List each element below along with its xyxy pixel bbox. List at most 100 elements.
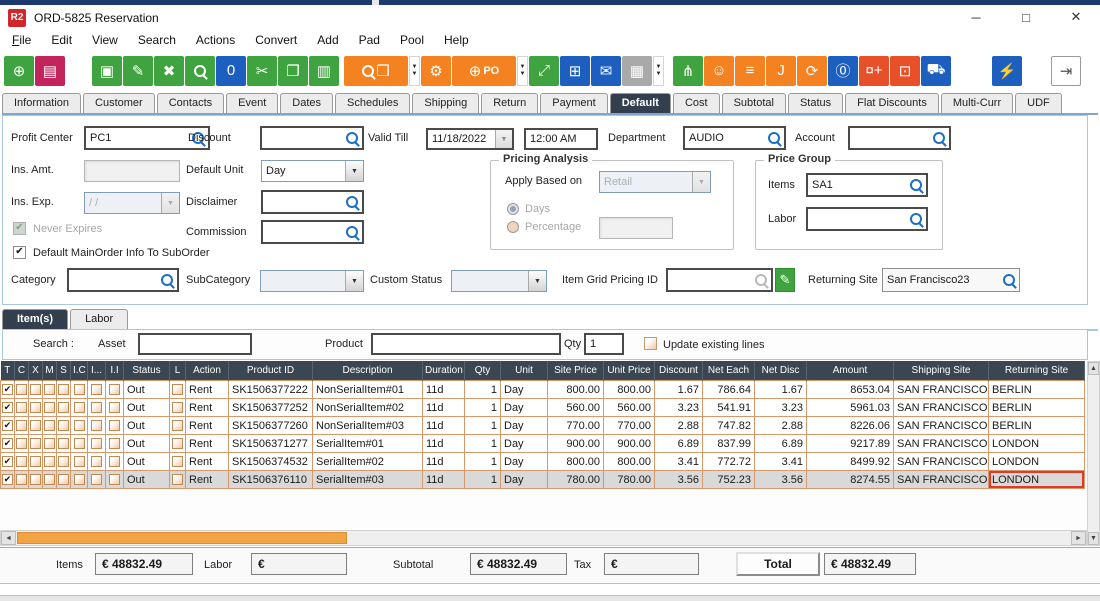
modules-icon[interactable]: ⊞ <box>560 55 590 86</box>
grid-header-product_id[interactable]: Product ID <box>228 361 313 381</box>
grid-cell-status[interactable]: Out <box>123 416 170 435</box>
grid-cell-status[interactable]: Out <box>123 398 170 417</box>
grid-cell-unit[interactable]: Day <box>500 470 548 489</box>
checked-checkbox-icon[interactable] <box>2 420 13 432</box>
grid-header-row[interactable]: T C X M S I.C I... I.I Status L Action Product ID De… <box>0 361 1085 381</box>
grid-header-site_price[interactable]: Site Price <box>547 361 604 381</box>
table-row[interactable]: OutRentSK1506376110SerialItem#0311d1Day7… <box>0 470 1085 489</box>
tab-payment[interactable]: Payment <box>540 93 608 113</box>
table-row[interactable]: Out RentSK1506377222NonSerialItem#0111d1D… <box>0 380 1085 399</box>
grid-cell-ii[interactable] <box>105 434 124 453</box>
table-row[interactable]: Out RentSK1506377260NonSerialItem#0311d1D… <box>0 416 1085 435</box>
unchecked-checkbox-icon[interactable] <box>30 402 41 414</box>
checked-checkbox-icon[interactable] <box>2 402 13 414</box>
search-lookup-icon[interactable] <box>768 132 780 144</box>
grid-cell-discount[interactable]: 2.88 <box>654 416 703 435</box>
tab-cost[interactable]: Cost <box>672 93 720 113</box>
grid-cell-ic[interactable] <box>70 398 88 417</box>
unchecked-checkbox-icon[interactable] <box>109 402 120 414</box>
menu-item-help[interactable]: Help <box>444 33 469 47</box>
truck-icon[interactable]: ⛟ <box>921 55 951 86</box>
grid-cell-qty[interactable]: 1 <box>464 470 501 489</box>
grid-cell-net_disc[interactable]: 3.23 <box>754 398 807 417</box>
vertical-scrollbar[interactable]: ▲ ▼ <box>1087 361 1100 546</box>
grid-cell-idots[interactable] <box>87 452 106 471</box>
grid-cell-returning_site[interactable]: LONDON <box>988 452 1085 471</box>
tab-udf[interactable]: UDF <box>1015 93 1062 113</box>
tab-customer[interactable]: Customer <box>83 93 155 113</box>
subcategory-select[interactable]: ▼ <box>260 270 364 292</box>
smiley-icon[interactable]: ☺ <box>704 55 734 86</box>
grid-cell-x[interactable] <box>28 470 43 489</box>
add-po-cart-icon[interactable]: ⊕ PO <box>452 55 516 86</box>
grid-cell-idots[interactable] <box>87 398 106 417</box>
grid-cell-l[interactable] <box>169 398 186 417</box>
grid-cell-discount[interactable]: 6.89 <box>654 434 703 453</box>
grid-cell-discount[interactable]: 1.67 <box>654 380 703 399</box>
chevron-down-icon[interactable]: ▼ <box>528 271 546 291</box>
unchecked-checkbox-icon[interactable] <box>109 438 120 450</box>
grid-cell-duration[interactable]: 11d <box>422 398 465 417</box>
horizontal-scroll-thumb[interactable] <box>17 532 347 544</box>
checked-checkbox-icon[interactable] <box>2 456 13 468</box>
tab-status[interactable]: Status <box>787 93 844 113</box>
grid-cell-shipping_site[interactable]: SAN FRANCISCO <box>893 434 989 453</box>
item-search-icon[interactable]: ❒ <box>344 55 408 86</box>
grid-cell-unit_price[interactable]: 560.00 <box>603 398 655 417</box>
grid-cell-m[interactable] <box>42 380 57 399</box>
maximize-icon[interactable]: □ <box>1022 9 1030 25</box>
scroll-right-icon[interactable]: ► <box>1071 531 1086 545</box>
asset-input[interactable] <box>138 333 252 355</box>
valid-till-time-field[interactable]: 12:00 AM <box>524 128 598 150</box>
checked-checkbox-icon[interactable] <box>2 474 13 486</box>
unchecked-checkbox-icon[interactable] <box>58 456 69 468</box>
grid-cell-c[interactable] <box>14 416 29 435</box>
lightning-icon[interactable]: ⚡ <box>992 55 1022 86</box>
grid-cell-l[interactable] <box>169 434 186 453</box>
grid-cell-s[interactable] <box>56 452 71 471</box>
grid-cell-qty[interactable]: 1 <box>464 380 501 399</box>
grid-cell-product_id[interactable]: SK1506377222 <box>228 380 313 399</box>
calendar-icon-dropdown[interactable]: ▼ ▼ <box>653 55 664 86</box>
grid-header-idots[interactable]: I... <box>87 361 106 381</box>
grid-cell-site_price[interactable]: 780.00 <box>547 470 604 489</box>
unchecked-checkbox-icon[interactable] <box>44 384 55 396</box>
grid-header-ic[interactable]: I.C <box>70 361 88 381</box>
grid-cell-qty[interactable]: 1 <box>464 416 501 435</box>
grid-cell-net_each[interactable]: 541.91 <box>702 398 755 417</box>
grid-cell-duration[interactable]: 11d <box>422 416 465 435</box>
menu-item-view[interactable]: View <box>92 33 118 47</box>
unchecked-checkbox-icon[interactable] <box>58 402 69 414</box>
tab-information[interactable]: Information <box>2 93 82 113</box>
grid-cell-duration[interactable]: 11d <box>422 452 465 471</box>
commission-field[interactable] <box>261 220 364 244</box>
unchecked-checkbox-icon[interactable] <box>58 384 69 396</box>
grid-header-t[interactable]: T <box>0 361 15 381</box>
print-icon[interactable]: ▤ <box>35 55 65 86</box>
grid-cell-amount[interactable]: 8653.04 <box>806 380 894 399</box>
grid-cell-s[interactable] <box>56 470 71 489</box>
grid-cell-t[interactable] <box>0 470 15 489</box>
unchecked-checkbox-icon[interactable] <box>44 474 55 486</box>
grid-cell-description[interactable]: SerialItem#03 <box>312 470 423 489</box>
grid-cell-t[interactable] <box>0 434 15 453</box>
menu-item-file[interactable]: File <box>12 33 32 47</box>
copy-icon[interactable]: ❐ <box>278 55 308 86</box>
process-gears-icon[interactable]: ⚙ <box>421 55 451 86</box>
grid-cell-description[interactable]: NonSerialItem#02 <box>312 398 423 417</box>
update-existing-lines-checkbox[interactable] <box>644 337 657 350</box>
grid-cell-m[interactable] <box>42 416 57 435</box>
valid-till-date-field[interactable]: 11/18/2022 ▼ <box>426 128 514 150</box>
unchecked-checkbox-icon[interactable] <box>16 402 27 414</box>
grid-cell-idots[interactable] <box>87 380 106 399</box>
coins-add-icon[interactable]: ¤+ <box>859 55 889 86</box>
grid-cell-qty[interactable]: 1 <box>464 452 501 471</box>
unchecked-checkbox-icon[interactable] <box>172 420 183 432</box>
grid-header-c[interactable]: C <box>14 361 29 381</box>
search-lookup-icon[interactable] <box>346 226 358 238</box>
default-unit-select[interactable]: Day ▼ <box>261 160 364 182</box>
grid-cell-ii[interactable] <box>105 470 124 489</box>
grid-header-net_each[interactable]: Net Each <box>702 361 755 381</box>
search-lookup-icon[interactable] <box>910 179 922 191</box>
total-button[interactable]: Total <box>736 552 820 576</box>
